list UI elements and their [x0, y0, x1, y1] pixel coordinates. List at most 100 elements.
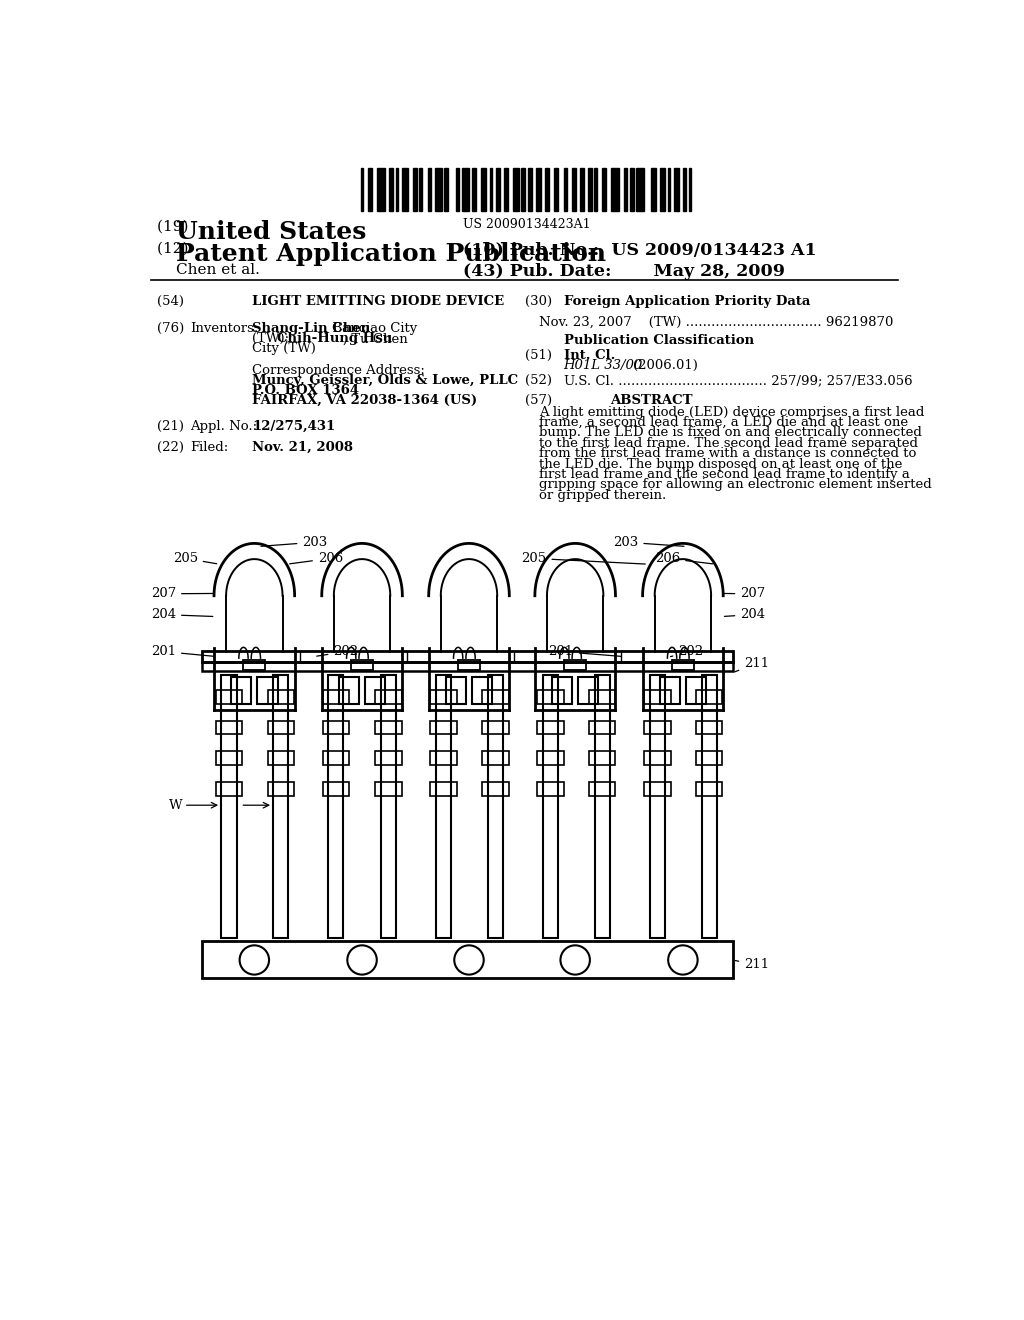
- Bar: [430, 689, 457, 704]
- Bar: [323, 689, 349, 704]
- Text: 202: 202: [316, 645, 358, 659]
- Text: 211: 211: [735, 958, 769, 972]
- Bar: [672, 660, 693, 671]
- Bar: [545, 168, 549, 211]
- Bar: [445, 677, 466, 705]
- Text: , Tu Chen: , Tu Chen: [343, 333, 409, 346]
- Bar: [430, 751, 457, 766]
- Bar: [381, 675, 396, 937]
- Bar: [696, 751, 722, 766]
- Bar: [339, 677, 359, 705]
- Text: 202: 202: [671, 645, 703, 659]
- Text: Patent Application Publication: Patent Application Publication: [176, 242, 606, 265]
- Text: Filed:: Filed:: [190, 441, 228, 454]
- Bar: [419, 168, 422, 211]
- Bar: [402, 168, 408, 211]
- Bar: [396, 168, 398, 211]
- Text: Inventors:: Inventors:: [190, 322, 258, 335]
- Bar: [554, 168, 558, 211]
- Bar: [267, 781, 294, 796]
- Text: Nov. 23, 2007    (TW) ................................ 96219870: Nov. 23, 2007 (TW) .....................…: [539, 317, 893, 329]
- Bar: [472, 677, 493, 705]
- Bar: [389, 168, 393, 211]
- Bar: [521, 168, 525, 211]
- Bar: [686, 677, 707, 705]
- Text: Int. Cl.: Int. Cl.: [563, 350, 615, 363]
- Text: 204: 204: [724, 609, 765, 622]
- Text: ABSTRACT: ABSTRACT: [610, 395, 692, 407]
- Text: Publication Classification: Publication Classification: [563, 334, 754, 347]
- Bar: [435, 675, 452, 937]
- Bar: [683, 168, 686, 211]
- Text: Appl. No.:: Appl. No.:: [190, 420, 257, 433]
- Bar: [323, 781, 349, 796]
- Text: 203: 203: [261, 536, 328, 549]
- Bar: [659, 677, 680, 705]
- Text: U.S. Cl. ................................... 257/99; 257/E33.056: U.S. Cl. ...............................…: [563, 374, 912, 387]
- Bar: [482, 689, 509, 704]
- Bar: [244, 660, 265, 671]
- Bar: [674, 168, 679, 211]
- Bar: [589, 689, 615, 704]
- Bar: [630, 168, 634, 211]
- Text: (43) Pub. Date:       May 28, 2009: (43) Pub. Date: May 28, 2009: [463, 263, 784, 280]
- Bar: [595, 675, 610, 937]
- Bar: [588, 168, 592, 211]
- Bar: [564, 660, 586, 671]
- Bar: [221, 675, 237, 937]
- Text: from the first lead frame with a distance is connected to: from the first lead frame with a distanc…: [539, 447, 916, 461]
- Bar: [435, 168, 441, 211]
- Bar: [538, 689, 563, 704]
- Bar: [552, 677, 572, 705]
- Text: Chen et al.: Chen et al.: [176, 263, 260, 277]
- Bar: [430, 781, 457, 796]
- Text: 205: 205: [521, 552, 645, 565]
- Text: United States: United States: [176, 220, 367, 244]
- Bar: [369, 168, 373, 211]
- Bar: [701, 675, 717, 937]
- Bar: [430, 721, 457, 734]
- Bar: [328, 675, 343, 937]
- Bar: [579, 677, 598, 705]
- Text: (TW);: (TW);: [252, 333, 293, 346]
- Bar: [267, 689, 294, 704]
- Text: or gripped therein.: or gripped therein.: [539, 488, 666, 502]
- Bar: [527, 168, 531, 211]
- Bar: [589, 781, 615, 796]
- Bar: [216, 689, 242, 704]
- Text: the LED die. The bump disposed on at least one of the: the LED die. The bump disposed on at lea…: [539, 458, 902, 470]
- Bar: [444, 168, 449, 211]
- Bar: [668, 168, 671, 211]
- Bar: [202, 663, 732, 671]
- Text: Shang-Lin Chen: Shang-Lin Chen: [252, 322, 370, 335]
- Bar: [366, 677, 385, 705]
- Bar: [267, 751, 294, 766]
- Bar: [497, 168, 501, 211]
- Text: P.O. BOX 1364: P.O. BOX 1364: [252, 384, 359, 397]
- Bar: [482, 781, 509, 796]
- Bar: [564, 168, 567, 211]
- Bar: [594, 168, 597, 211]
- Bar: [216, 781, 242, 796]
- Text: Nov. 21, 2008: Nov. 21, 2008: [252, 441, 353, 454]
- Text: H01L 33/00: H01L 33/00: [563, 359, 643, 372]
- Text: first lead frame and the second lead frame to identify a: first lead frame and the second lead fra…: [539, 469, 909, 480]
- Text: (51): (51): [524, 350, 552, 363]
- Bar: [538, 781, 563, 796]
- Bar: [696, 689, 722, 704]
- Text: 207: 207: [151, 587, 213, 601]
- Text: City (TW): City (TW): [252, 342, 315, 355]
- Bar: [257, 677, 278, 705]
- Text: 205: 205: [173, 552, 217, 565]
- Text: (2006.01): (2006.01): [633, 359, 698, 372]
- Bar: [611, 168, 620, 211]
- Bar: [267, 721, 294, 734]
- Text: 12/275,431: 12/275,431: [252, 420, 335, 433]
- Text: (76): (76): [158, 322, 184, 335]
- Text: Foreign Application Priority Data: Foreign Application Priority Data: [563, 294, 810, 308]
- Text: (57): (57): [524, 395, 552, 407]
- Bar: [375, 689, 401, 704]
- Bar: [504, 168, 508, 211]
- Bar: [487, 675, 503, 937]
- Text: 206: 206: [290, 552, 343, 565]
